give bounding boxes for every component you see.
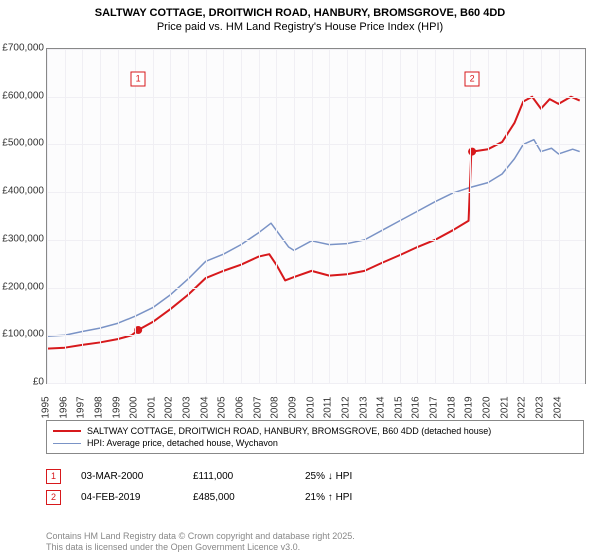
x-axis-label: 2008 [270, 396, 281, 418]
x-axis-label: 1996 [58, 396, 69, 418]
x-axis-label: 2004 [199, 396, 210, 418]
y-axis-label: £600,000 [0, 90, 44, 101]
x-axis-label: 2002 [164, 396, 175, 418]
legend-item-hpi: HPI: Average price, detached house, Wych… [53, 437, 577, 449]
chart-marker: 1 [131, 72, 146, 87]
chart-legend: SALTWAY COTTAGE, DROITWICH ROAD, HANBURY… [46, 420, 584, 454]
y-axis-label: £300,000 [0, 233, 44, 244]
x-axis-label: 2018 [446, 396, 457, 418]
x-axis-label: 2011 [323, 397, 334, 419]
x-axis-label: 2016 [411, 396, 422, 418]
chart-plot-area: 12 [46, 48, 586, 384]
transaction-delta: 25% ↓ HPI [305, 471, 397, 482]
x-axis-label: 2003 [182, 396, 193, 418]
x-axis-label: 1998 [93, 396, 104, 418]
transaction-date: 04-FEB-2019 [81, 492, 173, 503]
transactions-table: 1 03-MAR-2000 £111,000 25% ↓ HPI 2 04-FE… [46, 466, 397, 508]
x-axis-label: 2023 [534, 396, 545, 418]
x-axis-label: 2019 [464, 396, 475, 418]
chart-marker: 2 [465, 72, 480, 87]
y-axis-label: £400,000 [0, 186, 44, 197]
x-axis-label: 1999 [111, 396, 122, 418]
legend-label-hpi: HPI: Average price, detached house, Wych… [87, 438, 278, 448]
x-axis-label: 2020 [481, 396, 492, 418]
x-axis-label: 2000 [129, 396, 140, 418]
transaction-row: 1 03-MAR-2000 £111,000 25% ↓ HPI [46, 466, 397, 487]
chart-svg [47, 49, 585, 383]
y-axis-label: £100,000 [0, 329, 44, 340]
x-axis-label: 2024 [552, 396, 563, 418]
footer-line1: Contains HM Land Registry data © Crown c… [46, 531, 355, 543]
transaction-price: £111,000 [193, 471, 285, 482]
x-axis-label: 2014 [376, 396, 387, 418]
y-axis-label: £700,000 [0, 43, 44, 54]
footer-attribution: Contains HM Land Registry data © Crown c… [46, 531, 355, 554]
transaction-marker: 2 [46, 490, 61, 505]
legend-item-property: SALTWAY COTTAGE, DROITWICH ROAD, HANBURY… [53, 425, 577, 437]
transaction-row: 2 04-FEB-2019 £485,000 21% ↑ HPI [46, 487, 397, 508]
legend-swatch-property [53, 430, 81, 432]
transaction-date: 03-MAR-2000 [81, 471, 173, 482]
x-axis-label: 2017 [429, 396, 440, 418]
y-axis-label: £500,000 [0, 138, 44, 149]
x-axis-label: 2015 [393, 396, 404, 418]
chart-title-line2: Price paid vs. HM Land Registry's House … [0, 20, 600, 38]
x-axis-label: 2001 [146, 396, 157, 418]
x-axis-label: 1995 [41, 396, 52, 418]
footer-line2: This data is licensed under the Open Gov… [46, 542, 355, 554]
transaction-price: £485,000 [193, 492, 285, 503]
x-axis-label: 1997 [76, 396, 87, 418]
y-axis-label: £200,000 [0, 281, 44, 292]
legend-swatch-hpi [53, 443, 81, 444]
y-axis-label: £0 [0, 377, 44, 388]
x-axis-label: 2021 [499, 396, 510, 418]
x-axis-label: 2007 [252, 396, 263, 418]
x-axis-label: 2013 [358, 396, 369, 418]
transaction-marker: 1 [46, 469, 61, 484]
x-axis-label: 2012 [340, 396, 351, 418]
x-axis-label: 2010 [305, 396, 316, 418]
legend-label-property: SALTWAY COTTAGE, DROITWICH ROAD, HANBURY… [87, 426, 491, 436]
x-axis-label: 2005 [217, 396, 228, 418]
x-axis-label: 2006 [235, 396, 246, 418]
transaction-delta: 21% ↑ HPI [305, 492, 397, 503]
x-axis-label: 2022 [517, 396, 528, 418]
x-axis-label: 2009 [287, 396, 298, 418]
chart-title-line1: SALTWAY COTTAGE, DROITWICH ROAD, HANBURY… [0, 0, 600, 20]
